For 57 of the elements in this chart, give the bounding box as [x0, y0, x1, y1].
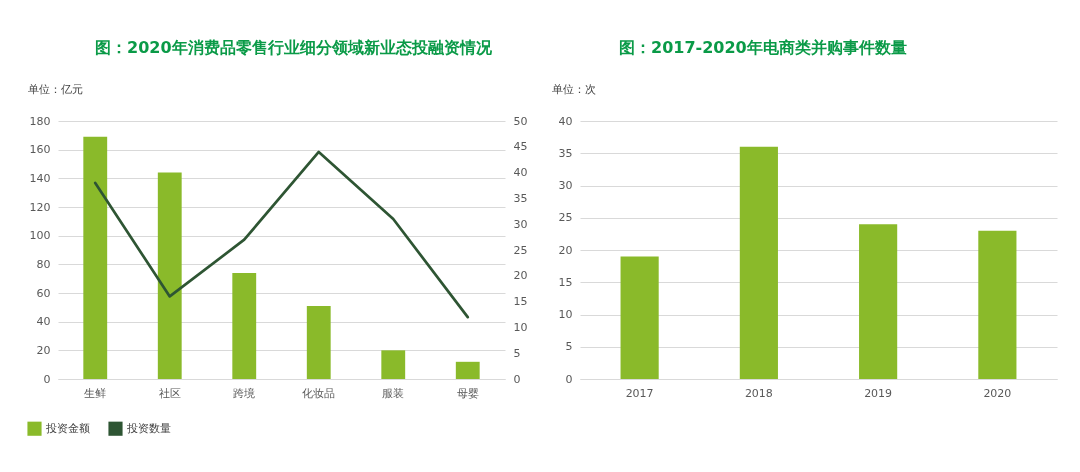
x-tick-label: 2019: [864, 386, 893, 400]
y-tick-label: 25: [558, 211, 573, 225]
y2-tick-label: 50: [513, 114, 528, 128]
bar: [232, 272, 257, 379]
y-tick-label: 15: [558, 275, 573, 289]
x-tick-label: 社区: [158, 386, 181, 400]
chart-title: 图：2017-2020年电商类并购事件数量: [619, 38, 907, 57]
y-tick-label: 180: [29, 114, 51, 128]
bar: [739, 146, 778, 379]
y-tick-label: 40: [558, 114, 573, 128]
bar: [620, 256, 659, 379]
x-tick-label: 服装: [382, 386, 405, 400]
y2-tick-label: 40: [513, 166, 528, 180]
y-tick-label: 160: [29, 143, 51, 157]
x-tick-label: 跨境: [233, 386, 256, 400]
y2-tick-label: 25: [513, 243, 528, 257]
x-tick-label: 2017: [625, 386, 654, 400]
y2-tick-label: 30: [513, 217, 528, 231]
legend-label: 投资金额: [45, 421, 90, 435]
bar: [306, 305, 331, 379]
legend-label: 投资数量: [126, 421, 171, 435]
y-tick-label: 140: [29, 171, 51, 185]
y-tick-label: 30: [558, 179, 573, 192]
bar: [978, 230, 1017, 379]
line-series: [93, 150, 470, 319]
y2-tick-label: 10: [513, 320, 528, 334]
y-tick-label: 20: [36, 343, 51, 357]
x-tick-label: 母婴: [456, 386, 479, 400]
y2-tick-label: 45: [513, 140, 528, 154]
y-tick-label: 60: [36, 286, 51, 300]
x-tick-label: 化妆品: [302, 386, 336, 400]
y-tick-label: 40: [36, 315, 51, 329]
y-tick-label: 20: [558, 243, 573, 257]
y-tick-label: 0: [43, 372, 51, 386]
y-tick-label: 120: [29, 200, 51, 214]
y-tick-label: 35: [558, 146, 573, 160]
y2-tick-label: 5: [513, 346, 521, 360]
y-tick-label: 80: [36, 257, 51, 271]
y-tick-label: 0: [565, 372, 573, 386]
bar: [455, 361, 480, 379]
y-axis-title: 单位：次: [551, 82, 596, 96]
y2-tick-label: 0: [513, 372, 521, 386]
bar: [157, 172, 182, 379]
y-tick-label: 5: [565, 340, 573, 354]
y-tick-label: 100: [29, 229, 51, 243]
bar: [381, 350, 406, 379]
x-tick-label: 2018: [744, 386, 773, 400]
y-tick-label: 10: [558, 308, 573, 321]
x-tick-label: 生鲜: [84, 386, 107, 400]
y2-tick-label: 20: [513, 269, 528, 283]
bar: [83, 136, 108, 379]
x-tick-label: 2020: [983, 386, 1012, 400]
y2-tick-label: 35: [513, 191, 528, 205]
bar: [859, 224, 898, 379]
y2-tick-label: 15: [513, 295, 528, 309]
y-axis-title: 单位：亿元: [27, 82, 83, 96]
chart-title: 图：2020年消费品零售行业细分领域新业态投融资情况: [95, 38, 493, 57]
